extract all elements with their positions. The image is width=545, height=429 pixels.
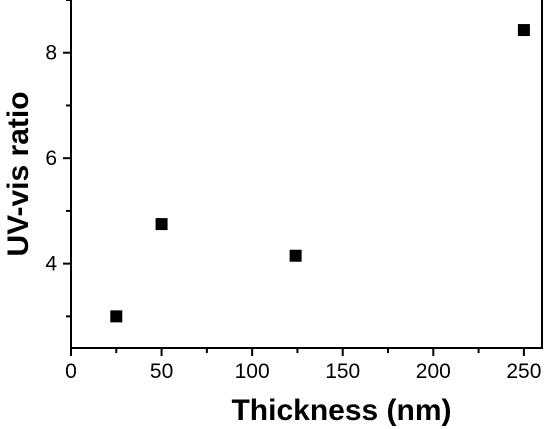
data-point bbox=[517, 24, 530, 37]
axis-lines bbox=[70, 0, 543, 349]
x-tick-label: 100 bbox=[235, 360, 270, 383]
x-tick-label: 250 bbox=[506, 360, 541, 383]
data-points bbox=[110, 24, 530, 323]
plot-area: 0 50 100 150 200 250 4 6 8 bbox=[45, 0, 543, 383]
data-point bbox=[289, 249, 302, 262]
data-point bbox=[155, 218, 168, 231]
y-axis-title: UV-vis ratio bbox=[2, 91, 35, 256]
y-axis-ticks: 4 6 8 bbox=[45, 0, 71, 318]
x-tick-label: 0 bbox=[65, 360, 77, 383]
x-tick-label: 200 bbox=[416, 360, 451, 383]
y-tick-label: 8 bbox=[45, 42, 57, 65]
data-point bbox=[110, 310, 123, 323]
y-tick-label: 6 bbox=[45, 147, 57, 170]
x-axis-title: Thickness (nm) bbox=[231, 394, 451, 427]
x-tick-label: 150 bbox=[325, 360, 360, 383]
y-tick-label: 4 bbox=[45, 253, 57, 276]
x-axis-ticks: 0 50 100 150 200 250 bbox=[65, 348, 541, 383]
x-tick-label: 50 bbox=[150, 360, 173, 383]
